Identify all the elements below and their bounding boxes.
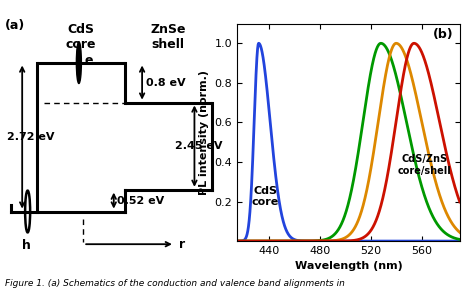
Text: Figure 1. (a) Schematics of the conduction and valence band alignments in: Figure 1. (a) Schematics of the conducti… [5,279,345,288]
Text: 2.45 eV: 2.45 eV [175,141,222,151]
Text: 0.8 eV: 0.8 eV [146,78,186,88]
Text: (a): (a) [5,19,26,32]
Text: h: h [22,239,31,252]
X-axis label: Wavelength (nm): Wavelength (nm) [294,261,402,271]
Text: CdS
core: CdS core [251,186,279,207]
Text: 2.72 eV: 2.72 eV [7,132,55,142]
Text: (b): (b) [432,28,453,41]
Text: CdS
core: CdS core [66,23,96,51]
Text: r: r [179,238,185,251]
Y-axis label: PL intensity (norm.): PL intensity (norm.) [199,70,209,195]
Text: 0.52 eV: 0.52 eV [117,196,164,206]
Text: ZnSe
shell: ZnSe shell [151,23,186,51]
Circle shape [76,42,82,83]
Text: CdS/ZnS
core/shell: CdS/ZnS core/shell [397,154,451,176]
Text: e: e [85,54,93,67]
